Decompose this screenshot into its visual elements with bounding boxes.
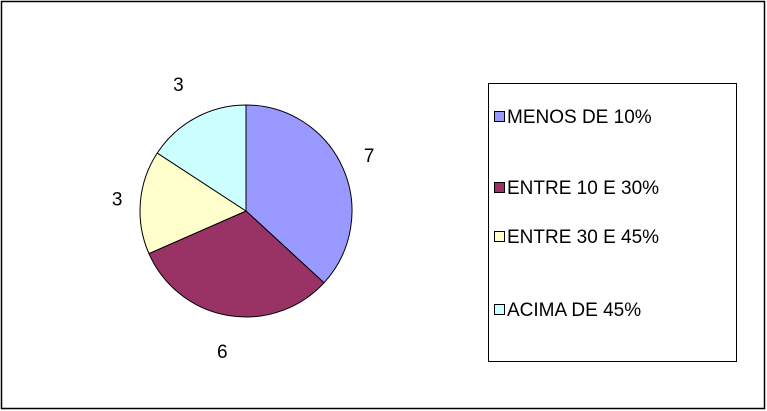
data-label: 3	[112, 189, 123, 210]
data-label: 3	[173, 75, 184, 96]
pie-slice	[245, 104, 353, 284]
legend-swatch	[494, 182, 505, 193]
pie-slice	[148, 210, 325, 318]
pie-slice	[139, 152, 248, 255]
legend-label: ENTRE 30 E 45%	[507, 227, 659, 248]
legend-label: ENTRE 10 E 30%	[507, 178, 659, 199]
legend-label: ACIMA DE 45%	[507, 300, 641, 321]
data-label: 6	[217, 342, 228, 363]
legend-swatch	[494, 304, 505, 315]
legend-swatch	[494, 231, 505, 242]
pie-slice	[156, 104, 247, 212]
legend-label: MENOS DE 10%	[507, 107, 652, 128]
data-label: 7	[364, 146, 375, 167]
legend-box	[488, 83, 737, 362]
legend-swatch	[494, 111, 505, 122]
